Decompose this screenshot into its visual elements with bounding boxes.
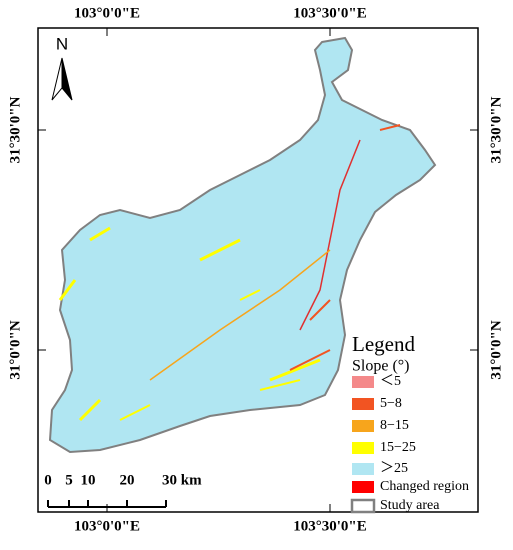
longitude-label: 103°30'0"E [293,518,367,534]
legend-label: 5−8 [380,396,402,411]
latitude-label: 31°30'0"N [7,96,23,163]
longitude-label: 103°0'0"E [74,518,140,534]
longitude-label: 103°30'0"E [293,5,367,21]
scale-label: 5 [65,472,73,488]
north-arrow [51,57,73,101]
slope-texture [58,124,401,422]
legend-label: Study area [380,498,440,513]
legend-label: ＞25 [380,461,408,476]
latitude-label: 31°30'0"N [488,96,504,163]
scale-label: 10 [81,472,96,488]
legend-swatch [350,498,376,514]
legend-swatch [352,420,374,432]
scale-label: 30 km [162,472,202,488]
longitude-label: 103°0'0"E [74,5,140,21]
legend-label: Changed region [380,479,469,494]
latitude-label: 31°0'0"N [7,320,23,379]
legend-swatch [352,463,374,475]
scale-label: 0 [44,472,52,488]
scale-label: 20 [120,472,135,488]
legend-swatch [352,481,374,493]
legend-label: ＜5 [380,374,401,389]
legend-subtitle: Slope (°) [352,358,410,375]
legend-swatch [352,398,374,410]
study-area [48,36,437,454]
legend-title: Legend [352,332,415,356]
legend-swatch [352,376,374,388]
north-label: N [56,34,68,53]
legend-label: 15−25 [380,440,416,455]
legend-label: 8−15 [380,418,409,433]
legend-swatch [352,442,374,454]
latitude-label: 31°0'0"N [488,320,504,379]
